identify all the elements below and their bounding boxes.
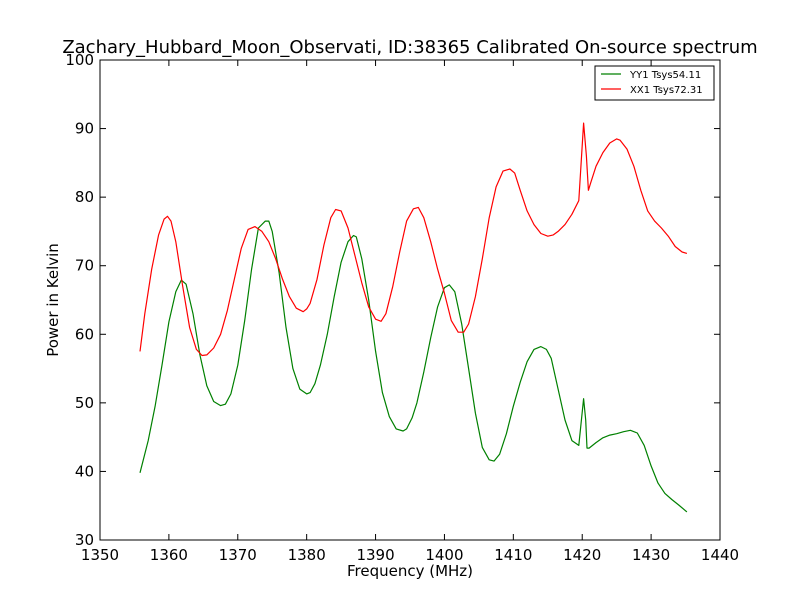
x-axis-label: Frequency (MHz): [347, 562, 473, 580]
y-tick-labels: 30 40 50 60 70 80 90 100: [65, 51, 94, 549]
plot-area: [99, 59, 721, 541]
x-tick-label: 1430: [632, 546, 670, 564]
y-axis-label: Power in Kelvin: [44, 243, 62, 357]
series-line-yy1: [139, 220, 688, 513]
y-tick-label: 40: [75, 462, 94, 480]
series-line-xx1: [139, 122, 688, 357]
y-tick-label: 70: [75, 257, 94, 275]
legend-box: [594, 65, 715, 101]
y-tick-label: 50: [75, 394, 94, 412]
x-tick-label: 1410: [494, 546, 532, 564]
chart-title: Zachary_Hubbard_Moon_Observati, ID:38365…: [62, 37, 757, 58]
x-tick-label: 1360: [150, 546, 188, 564]
x-tick-label: 1420: [563, 546, 601, 564]
y-tick-label: 90: [75, 120, 94, 138]
x-tick-label: 1440: [701, 546, 739, 564]
x-tick-label: 1400: [425, 546, 463, 564]
legend-label-yy1: YY1 Tsys54.11: [629, 70, 701, 81]
legend: YY1 Tsys54.11 XX1 Tsys72.31: [594, 65, 715, 101]
legend-label-xx1: XX1 Tsys72.31: [630, 85, 703, 96]
x-tick-labels: 1350 1360 1370 1380 1390 1400 1410 1420 1430 1440: [81, 546, 739, 564]
y-tick-label: 80: [75, 188, 94, 206]
plot-frame: [99, 59, 721, 541]
x-tick-label: 1380: [288, 546, 326, 564]
axis-ticks: [99, 59, 721, 541]
series-lines: [139, 122, 688, 513]
y-tick-label: 100: [65, 51, 94, 69]
y-tick-label: 60: [75, 325, 94, 343]
y-tick-label: 30: [75, 531, 94, 549]
x-tick-label: 1350: [81, 546, 119, 564]
x-tick-label: 1390: [356, 546, 394, 564]
x-tick-label: 1370: [219, 546, 257, 564]
